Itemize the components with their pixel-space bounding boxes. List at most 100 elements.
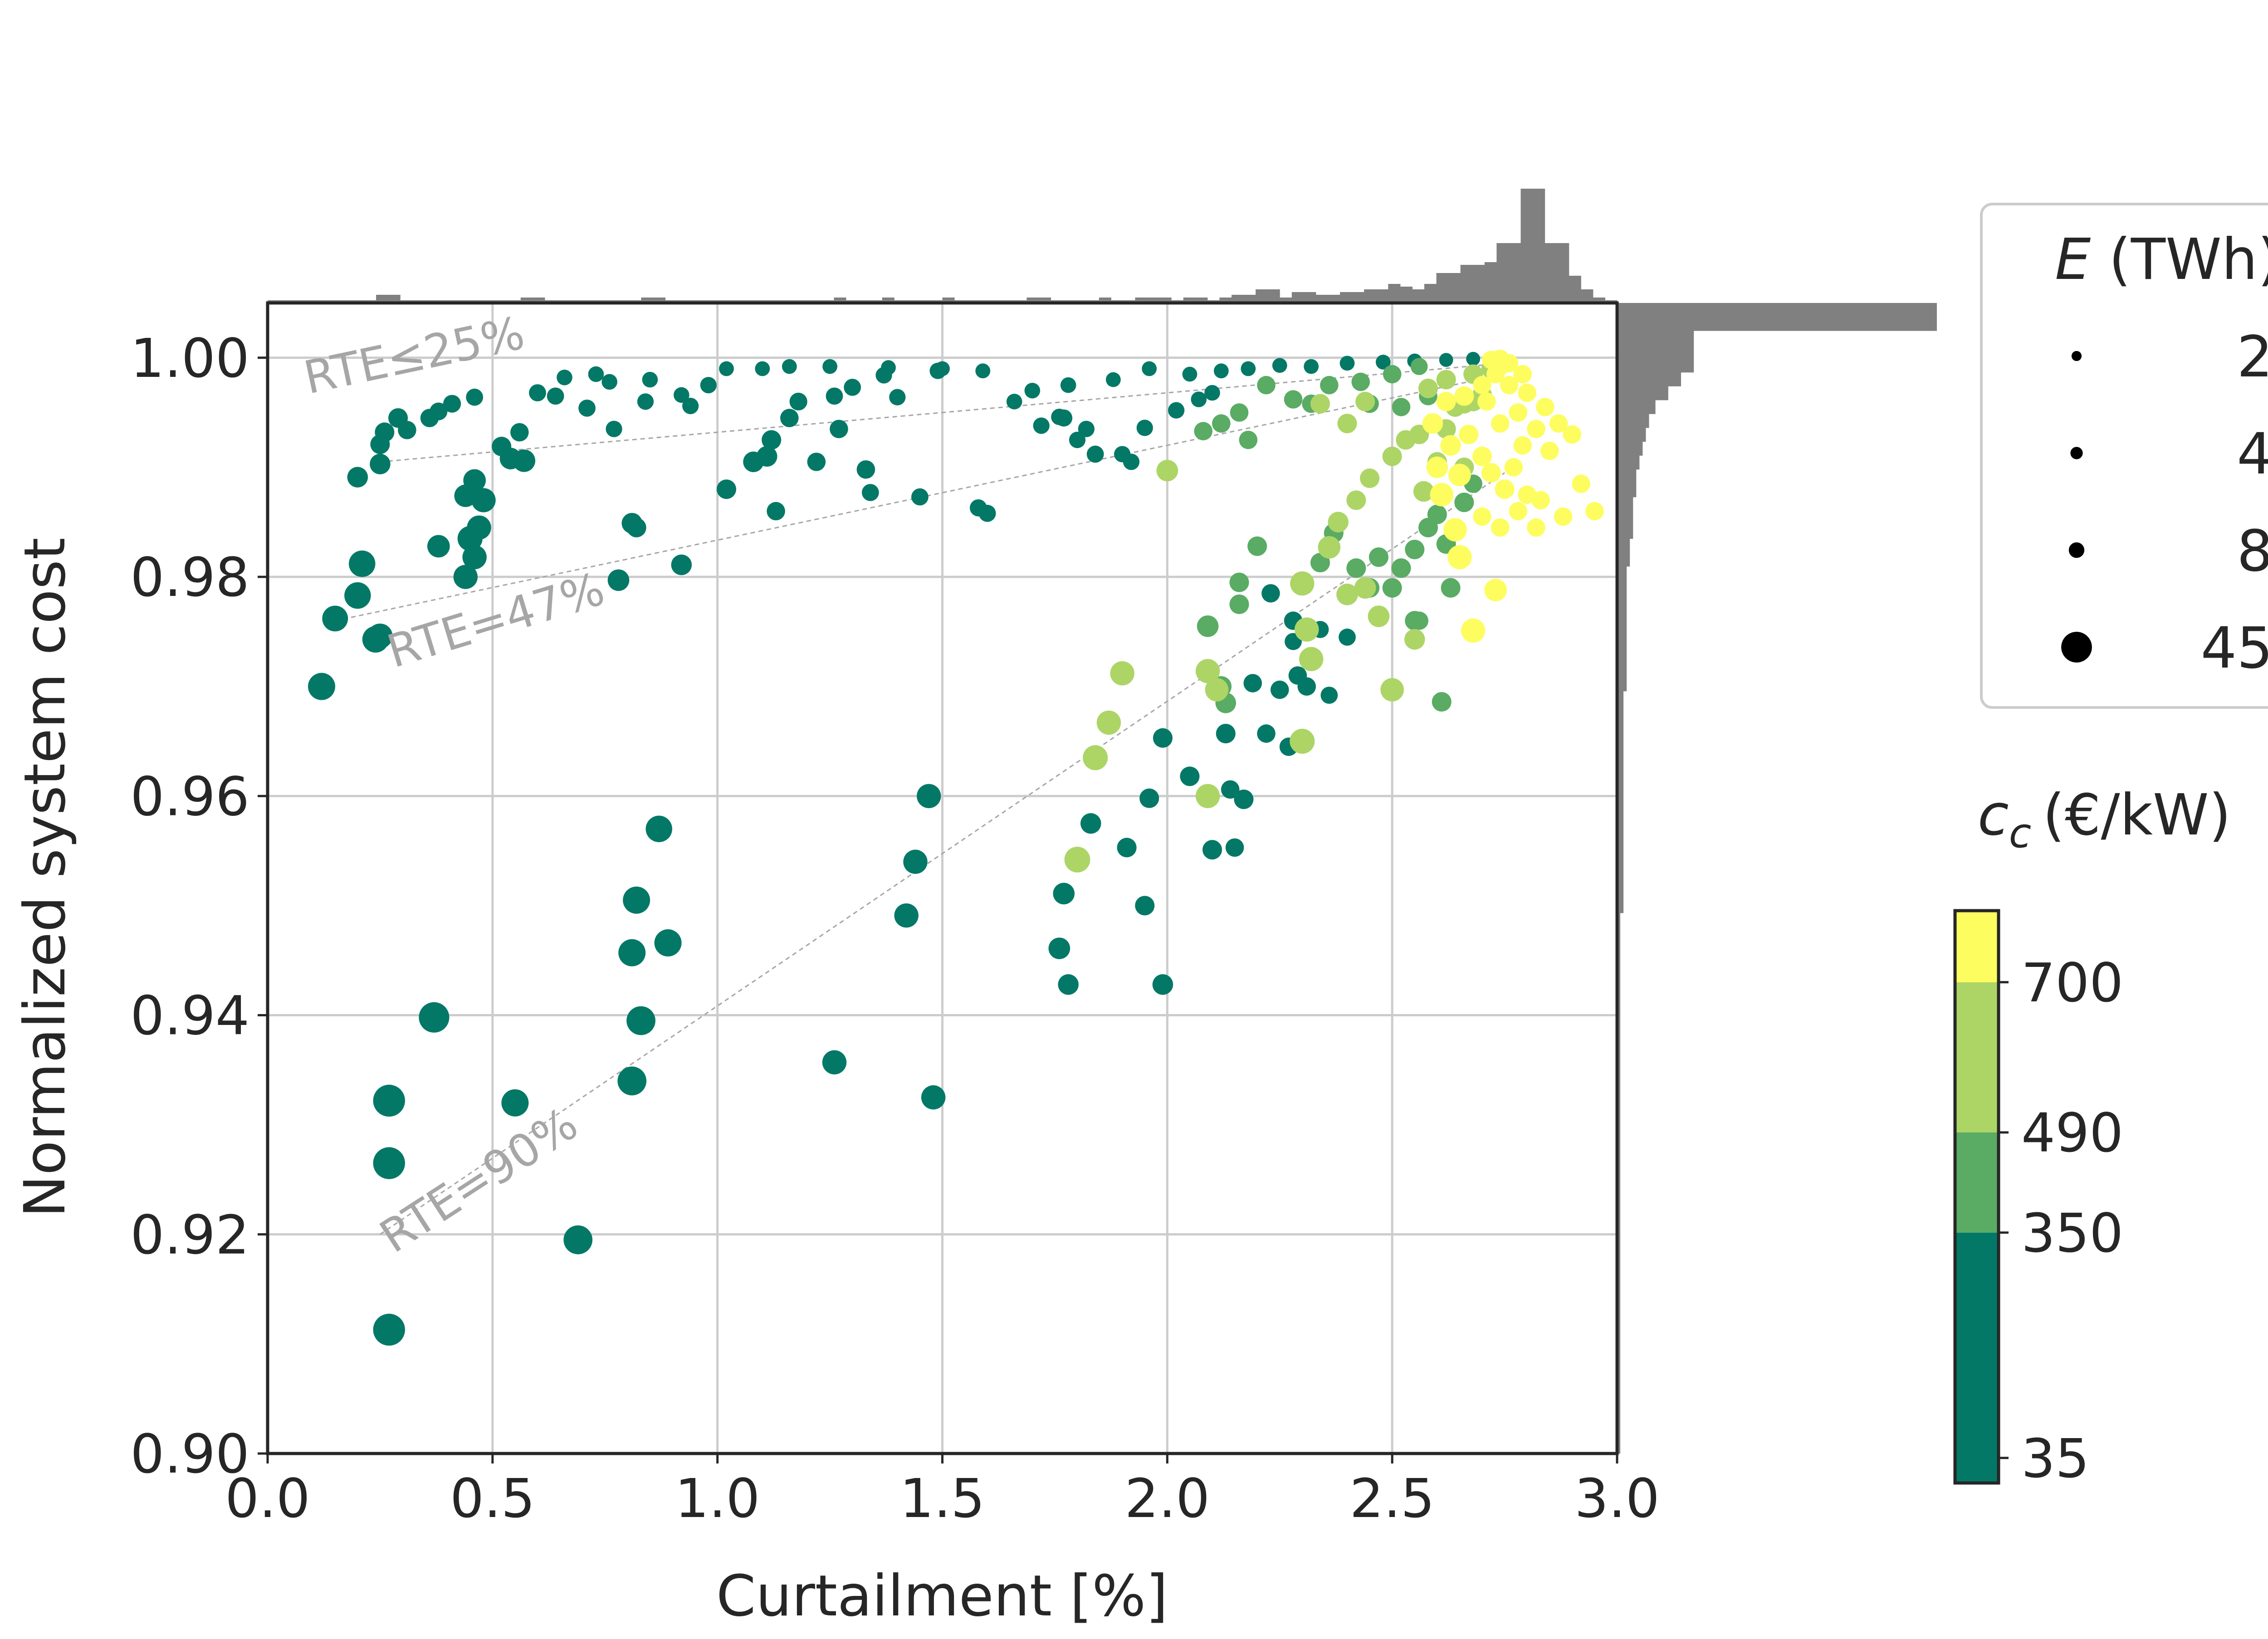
scatter-point <box>492 436 512 457</box>
scatter-point <box>1436 370 1456 390</box>
colorbar-title-sub: c <box>2009 810 2031 857</box>
hist-right-bar <box>1617 1315 1621 1329</box>
hist-top-bar <box>1328 295 1340 303</box>
scatter-point <box>1221 780 1240 799</box>
y-tick-label: 0.92 <box>130 1204 249 1266</box>
scatter-point <box>1491 349 1510 368</box>
scatter-point <box>1153 728 1173 748</box>
hist-right-bar <box>1617 912 1621 927</box>
x-tick-label: 1.0 <box>675 1467 760 1530</box>
hist-right-bar <box>1617 1218 1621 1232</box>
scatter-point <box>1491 414 1510 433</box>
scatter-point <box>1243 674 1262 693</box>
y-tick-label: 0.98 <box>130 546 249 609</box>
x-tick-label: 0.5 <box>450 1467 535 1530</box>
scatter-point <box>755 361 770 376</box>
scatter-point <box>373 1147 405 1179</box>
scatter-point <box>645 815 672 842</box>
hist-top-bar <box>1496 243 1509 303</box>
scatter-point <box>1360 468 1380 488</box>
scatter-point <box>1426 456 1448 478</box>
scatter-point <box>1422 413 1443 434</box>
scatter-point <box>856 460 875 479</box>
scatter-point <box>1290 728 1315 754</box>
hist-top-bar <box>1340 292 1353 303</box>
y-tick-label: 0.96 <box>130 765 249 828</box>
colorbar-tick-label: 35 <box>2021 1427 2089 1490</box>
x-axis-label: Curtailment [%] <box>716 1563 1168 1629</box>
scatter-point <box>529 384 546 402</box>
scatter-point <box>1241 361 1256 376</box>
scatter-point <box>1549 414 1568 433</box>
hist-right-bar <box>1617 1148 1621 1163</box>
hist-right-bar <box>1617 622 1627 636</box>
hist-right-bar <box>1617 455 1640 470</box>
scatter-point <box>700 377 717 394</box>
scatter-point <box>1513 365 1532 384</box>
scatter-point <box>1454 493 1474 512</box>
hist-right-bar <box>1617 497 1633 511</box>
scatter-point <box>547 387 564 405</box>
hist-right-bar <box>1617 718 1624 733</box>
scatter-point <box>1339 629 1356 646</box>
hist-top-bar <box>1232 295 1244 303</box>
scatter-points <box>308 349 1604 1346</box>
scatter-point <box>682 398 699 415</box>
hist-right-bar <box>1617 954 1621 969</box>
scatter-point <box>826 387 843 405</box>
scatter-point <box>626 517 646 537</box>
scatter-point <box>1554 507 1573 526</box>
scatter-point <box>1197 615 1219 637</box>
scatter-point <box>789 392 807 411</box>
scatter-point <box>1086 445 1104 463</box>
top-histogram <box>268 189 1618 303</box>
hist-top-bar <box>1533 189 1545 303</box>
scatter-point <box>1060 377 1076 393</box>
scatter-point <box>1404 629 1425 650</box>
hist-right-bar <box>1617 1024 1621 1038</box>
hist-right-bar <box>1617 1412 1621 1426</box>
scatter-point <box>1033 417 1050 434</box>
hist-right-bar <box>1617 469 1637 483</box>
colorbar-frame <box>1953 909 2000 1485</box>
y-axis-label: Normalized system cost <box>12 537 78 1218</box>
x-tick-label: 2.0 <box>1124 1467 1210 1530</box>
scatter-point <box>807 453 826 471</box>
scatter-point <box>1346 490 1366 510</box>
hist-right-bar <box>1617 802 1624 816</box>
hist-right-bar <box>1617 982 1621 996</box>
hist-right-bar <box>1617 941 1621 955</box>
scatter-point <box>894 903 919 928</box>
scatter-point <box>510 423 529 442</box>
scatter-point <box>1024 383 1041 399</box>
hist-right-bar <box>1617 844 1624 858</box>
scatter-point <box>1257 724 1276 743</box>
scatter-point <box>1304 359 1319 374</box>
hist-right-bar <box>1617 525 1633 539</box>
hist-right-bar <box>1617 358 1694 373</box>
hist-right-bar <box>1617 996 1621 1010</box>
scatter-point <box>1270 680 1289 699</box>
colorbar-segment <box>1955 1132 1999 1233</box>
hist-right-bar <box>1617 691 1624 705</box>
scatter-point <box>1380 678 1404 702</box>
scatter-point <box>467 515 491 540</box>
colorbar-segment <box>1955 982 1999 1133</box>
size-legend-marker <box>2071 351 2082 361</box>
scatter-point <box>1481 463 1501 483</box>
hist-right-bar <box>1617 1134 1621 1149</box>
hist-top-bar <box>1291 292 1304 303</box>
scatter-point <box>1180 766 1200 786</box>
scatter-point <box>1212 414 1231 433</box>
scatter-point <box>1572 474 1590 493</box>
scatter-point <box>1310 394 1330 414</box>
scatter-point <box>1191 391 1207 407</box>
hist-right-bar <box>1617 677 1627 692</box>
hist-top-bar <box>1557 243 1569 303</box>
scatter-point <box>1491 518 1510 537</box>
scatter-point <box>557 370 572 385</box>
scatter-point <box>844 379 861 396</box>
scatter-point <box>762 430 782 450</box>
y-tick-label: 0.90 <box>130 1423 249 1485</box>
hist-top-bar <box>1460 265 1473 303</box>
